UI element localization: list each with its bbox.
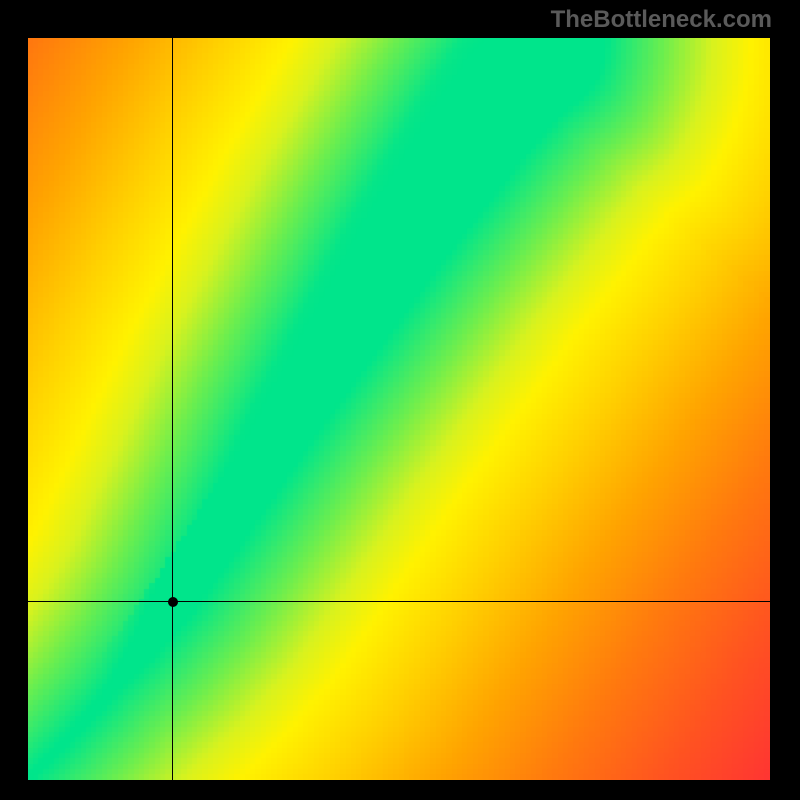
watermark-text: TheBottleneck.com [551, 6, 772, 34]
crosshair-dot [168, 597, 178, 607]
heatmap-canvas [28, 38, 770, 780]
crosshair-vertical [172, 38, 173, 780]
heatmap-plot [28, 38, 770, 780]
crosshair-horizontal [28, 601, 770, 602]
chart-container: { "watermark": { "text": "TheBottleneck.… [0, 0, 800, 800]
